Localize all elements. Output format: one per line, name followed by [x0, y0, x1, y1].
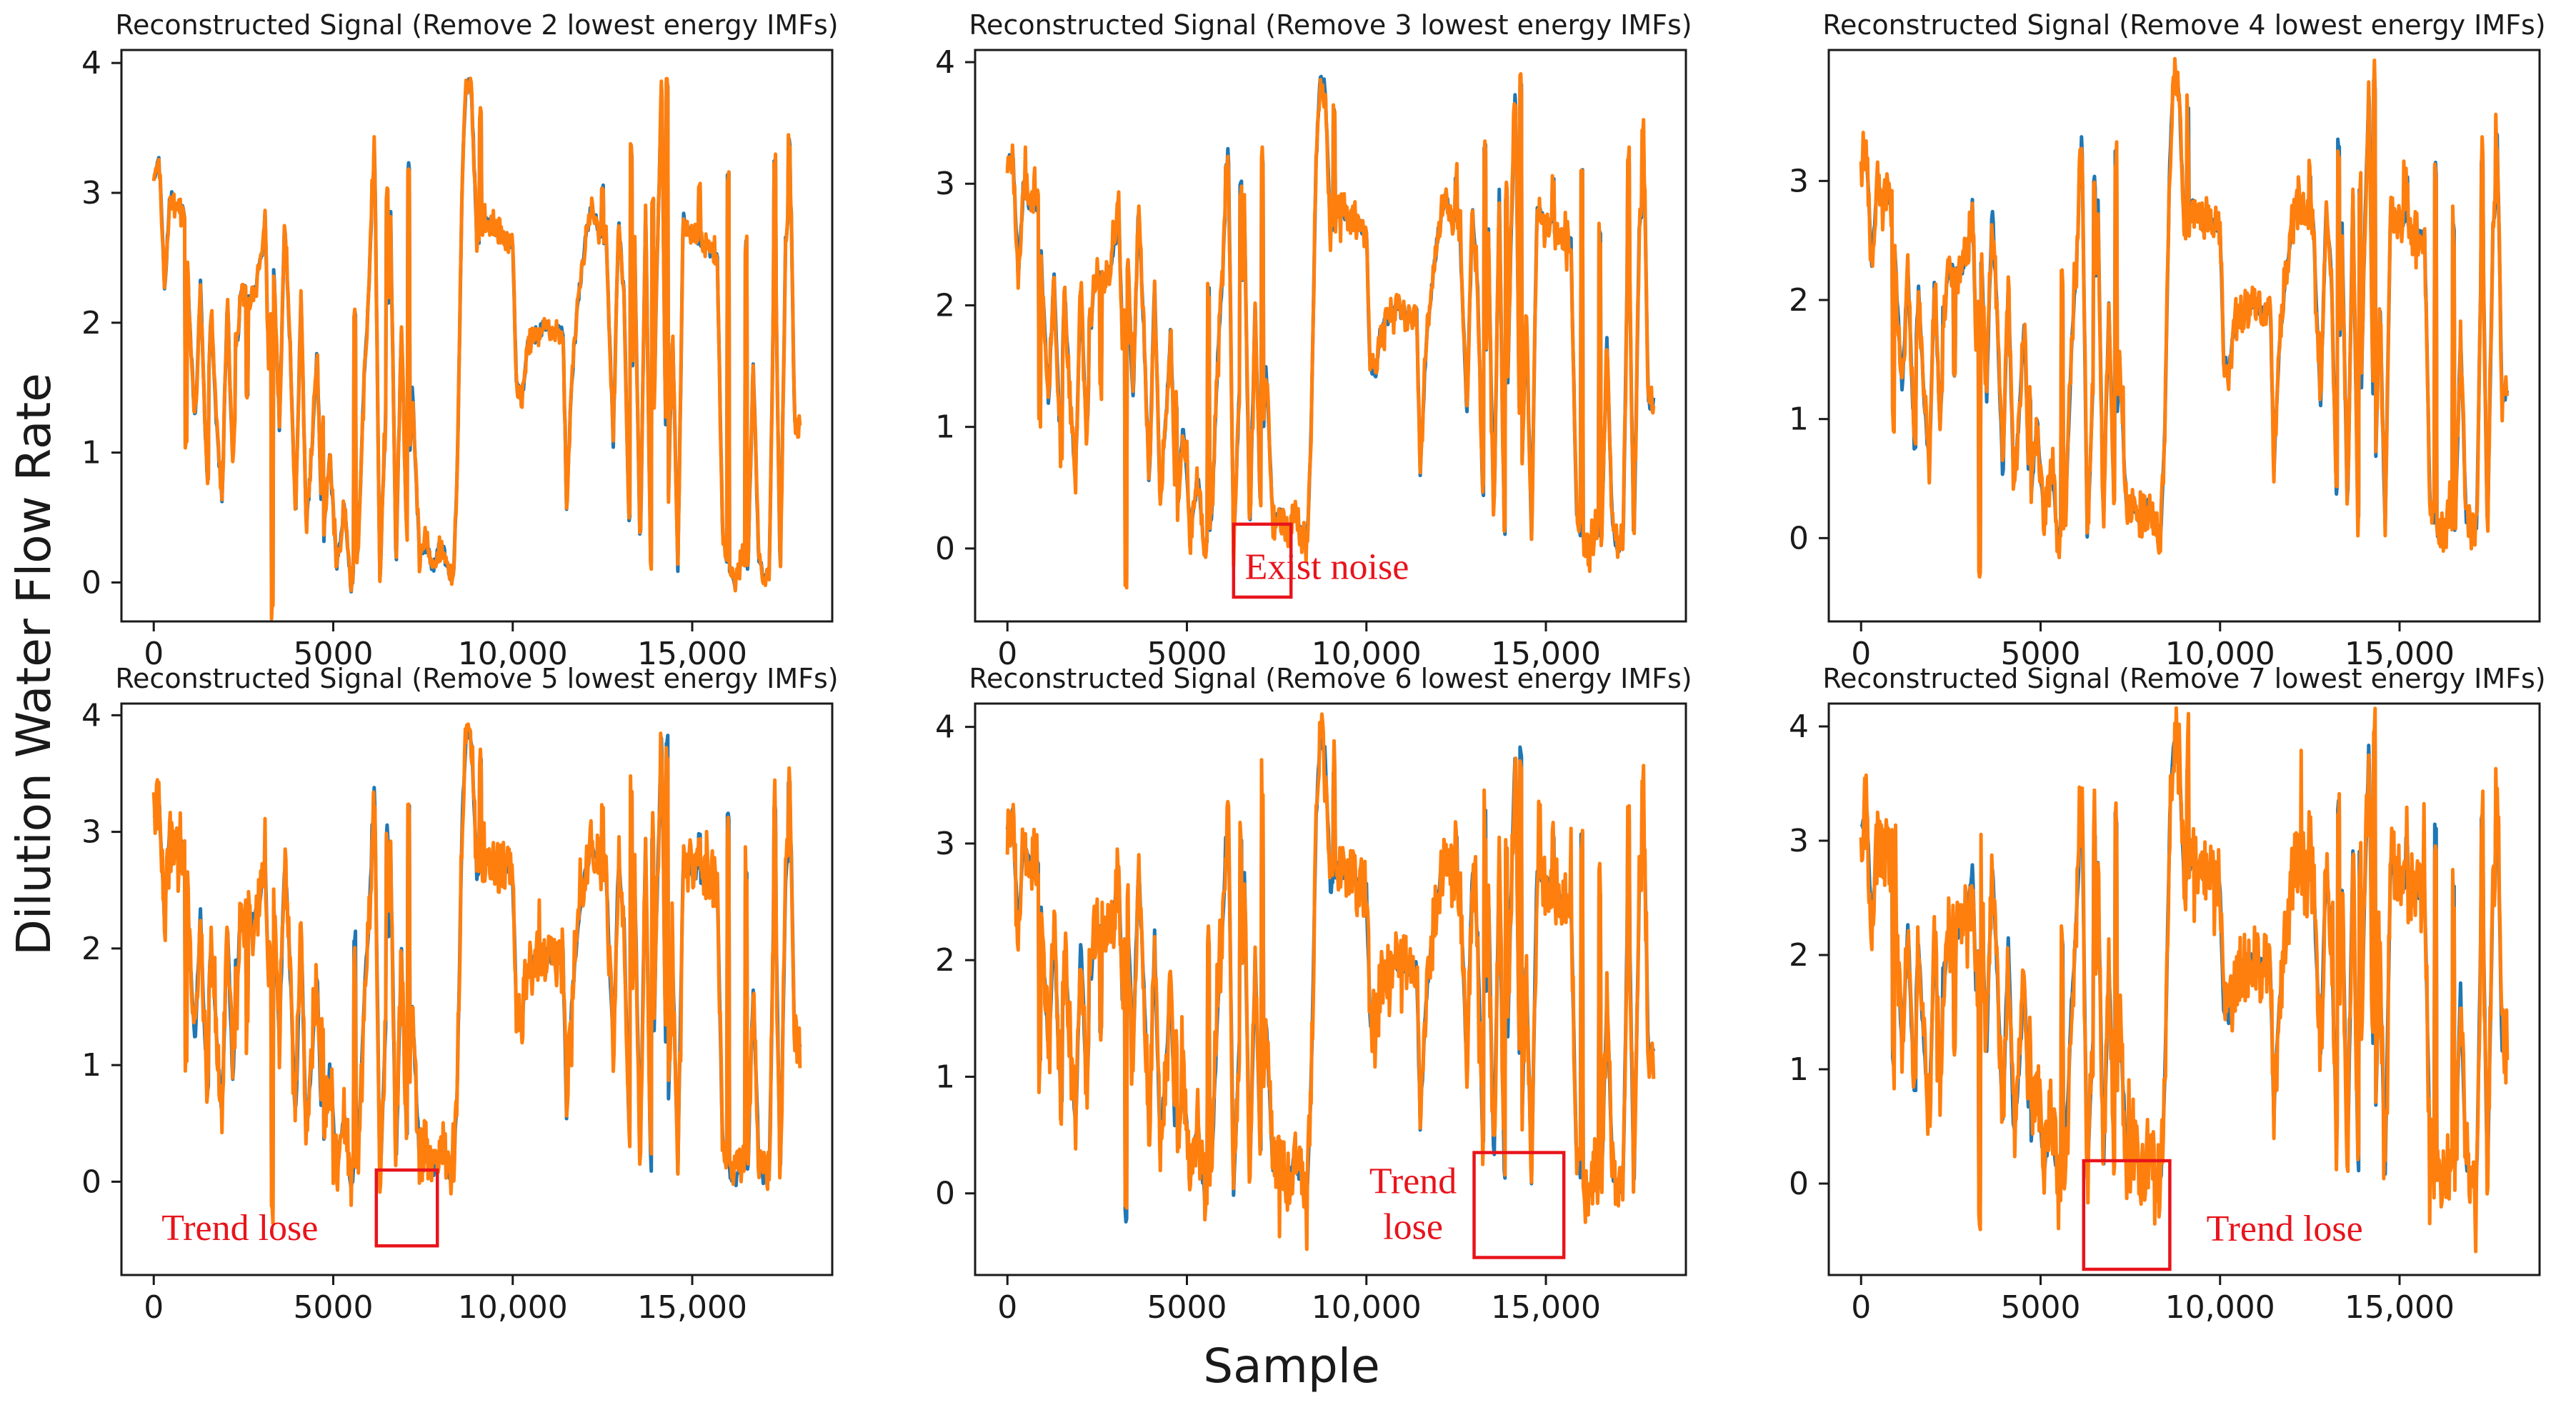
y-tick-label: 2 — [1789, 937, 1809, 974]
subplot-1: Reconstructed Signal (Remove 2 lowest en… — [81, 9, 839, 672]
y-axis-label: Dilution Water Flow Rate — [6, 373, 61, 956]
x-tick-label: 10,000 — [458, 1289, 568, 1326]
annotation-label: Exist noise — [1245, 546, 1409, 587]
plot-area — [1005, 71, 1656, 590]
x-tick-label: 15,000 — [1491, 636, 1601, 672]
x-tick-label: 10,000 — [1312, 636, 1422, 672]
plot-area — [151, 76, 802, 621]
highlight-box — [1472, 1151, 1566, 1259]
series-reconstructed — [1005, 71, 1656, 590]
y-tick-label: 0 — [935, 531, 955, 567]
x-tick-label: 5000 — [293, 1289, 373, 1326]
subplot-5: Reconstructed Signal (Remove 6 lowest en… — [935, 663, 1692, 1326]
axes-frame — [974, 49, 1687, 623]
highlight-box — [1232, 522, 1293, 599]
x-axis-label: Sample — [1203, 1339, 1379, 1394]
y-tick-label: 3 — [935, 826, 955, 862]
x-tick-label: 15,000 — [637, 636, 747, 672]
subplot-title: Reconstructed Signal (Remove 5 lowest en… — [115, 663, 838, 694]
y-tick-label: 1 — [935, 409, 955, 446]
axes-frame — [974, 702, 1687, 1276]
subplot-title: Reconstructed Signal (Remove 7 lowest en… — [1822, 663, 2545, 694]
x-tick-label: 10,000 — [1312, 1289, 1422, 1326]
subplot-title: Reconstructed Signal (Remove 2 lowest en… — [115, 9, 838, 41]
annotation-label: Trend lose — [161, 1208, 318, 1249]
y-tick-label: 3 — [81, 814, 101, 851]
y-tick-label: 3 — [1789, 163, 1809, 199]
x-tick-label: 10,000 — [2165, 1289, 2275, 1326]
highlight-box — [374, 1168, 439, 1248]
axes-frame — [1827, 702, 2541, 1276]
y-tick-label: 2 — [1789, 282, 1809, 319]
y-tick-label: 0 — [81, 1164, 101, 1200]
y-tick-label: 3 — [1789, 823, 1809, 859]
series-reconstructed — [151, 722, 802, 1226]
plot-area — [1859, 706, 2510, 1254]
y-tick-label: 1 — [1789, 401, 1809, 438]
series-reconstructed — [1005, 712, 1656, 1251]
x-tick-label: 5000 — [1147, 1289, 1227, 1326]
x-tick-label: 15,000 — [2345, 636, 2455, 672]
y-tick-label: 0 — [935, 1176, 955, 1212]
plot-area — [1859, 56, 2510, 579]
x-tick-label: 10,000 — [458, 636, 568, 672]
subplot-6: Reconstructed Signal (Remove 7 lowest en… — [1789, 663, 2546, 1326]
subplot-title: Reconstructed Signal (Remove 4 lowest en… — [1822, 9, 2545, 41]
annotation-label: Trend lose — [2207, 1209, 2363, 1249]
y-tick-label: 1 — [935, 1059, 955, 1095]
y-tick-label: 1 — [1789, 1051, 1809, 1088]
y-tick-label: 4 — [935, 709, 955, 746]
plot-area — [1005, 712, 1656, 1251]
x-tick-label: 0 — [1851, 1289, 1871, 1326]
y-tick-label: 1 — [81, 1047, 101, 1084]
y-tick-label: 4 — [81, 697, 101, 734]
y-tick-label: 2 — [935, 287, 955, 324]
series-reconstructed — [151, 76, 802, 621]
y-tick-label: 2 — [81, 931, 101, 967]
y-tick-label: 2 — [81, 305, 101, 341]
x-tick-label: 5000 — [1147, 636, 1227, 672]
subplot-grid: Reconstructed Signal (Remove 2 lowest en… — [81, 9, 2546, 1326]
series-reconstructed — [1859, 56, 2510, 579]
y-tick-label: 4 — [81, 45, 101, 81]
plot-area — [151, 722, 802, 1226]
subplot-2: Reconstructed Signal (Remove 3 lowest en… — [935, 9, 1692, 672]
highlight-box — [2082, 1159, 2172, 1271]
axes-frame — [120, 49, 834, 623]
y-tick-label: 0 — [1789, 1166, 1809, 1202]
axes-frame — [120, 702, 834, 1276]
x-tick-label: 10,000 — [2165, 636, 2275, 672]
x-tick-label: 5000 — [2000, 636, 2080, 672]
x-tick-label: 0 — [144, 636, 164, 672]
axes-frame — [1827, 49, 2541, 623]
y-tick-label: 3 — [81, 175, 101, 211]
series-reconstructed — [1859, 706, 2510, 1254]
x-tick-label: 0 — [144, 1289, 164, 1326]
x-tick-label: 0 — [997, 1289, 1017, 1326]
y-tick-label: 2 — [935, 942, 955, 979]
x-tick-label: 0 — [997, 636, 1017, 672]
subplot-title: Reconstructed Signal (Remove 6 lowest en… — [969, 663, 1692, 694]
subplot-title: Reconstructed Signal (Remove 3 lowest en… — [969, 9, 1692, 41]
y-tick-label: 4 — [1789, 709, 1809, 745]
x-tick-label: 15,000 — [1491, 1289, 1601, 1326]
subplot-3: Reconstructed Signal (Remove 4 lowest en… — [1789, 9, 2546, 672]
x-tick-label: 0 — [1851, 636, 1871, 672]
x-tick-label: 5000 — [2000, 1289, 2080, 1326]
x-tick-label: 15,000 — [637, 1289, 747, 1326]
x-tick-label: 5000 — [293, 636, 373, 672]
x-tick-label: 15,000 — [2345, 1289, 2455, 1326]
y-tick-label: 1 — [81, 435, 101, 471]
y-tick-label: 3 — [935, 166, 955, 202]
y-tick-label: 4 — [935, 44, 955, 81]
y-tick-label: 0 — [81, 564, 101, 601]
y-tick-label: 0 — [1789, 520, 1809, 556]
subplot-4: Reconstructed Signal (Remove 5 lowest en… — [81, 663, 839, 1326]
annotation-label: Trend lose — [1369, 1161, 1457, 1248]
